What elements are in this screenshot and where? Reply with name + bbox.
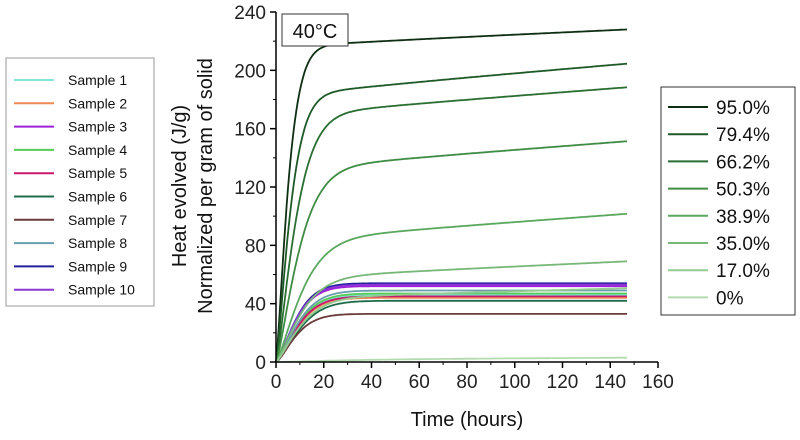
percent-curve — [275, 140, 628, 363]
legend-left-label: Sample 10 — [68, 282, 135, 298]
legend-left-label: Sample 9 — [68, 258, 127, 274]
y-tick-label: 40 — [245, 295, 266, 316]
percent-curve — [275, 86, 628, 363]
left-legend-frame — [5, 57, 155, 307]
sample-curve — [275, 313, 627, 363]
legend-right-label: 66.2% — [716, 152, 770, 173]
right-legend: 95.0% 79.4% 66.2% 50.3% 38.9% 35.0% 17.0% 0% — [660, 86, 796, 316]
sample-curve — [275, 282, 627, 363]
sample-curve — [275, 296, 627, 363]
x-tick-label: 60 — [409, 372, 430, 393]
sample-curve — [275, 299, 627, 363]
legend-left-label: Sample 4 — [68, 142, 127, 158]
annotation-box: 40°C — [281, 13, 349, 47]
left-legend: Sample 1 Sample 2 Sample 3 Sample 4 Sample 5… — [5, 57, 155, 307]
x-tick-label: 140 — [594, 372, 626, 393]
x-axis-title: Time (hours) — [411, 409, 524, 431]
y-tick-label: 160 — [234, 120, 266, 141]
sample-curve — [275, 295, 627, 363]
y-tick-label: 240 — [234, 3, 266, 24]
annotation-frame — [281, 13, 349, 47]
legend-right-label: 35.0% — [716, 234, 770, 255]
legend-left-label: Sample 8 — [68, 235, 127, 251]
legend-left-label: Sample 6 — [68, 189, 127, 205]
percent-curve — [276, 356, 627, 363]
y-axis-title-line2: Normalized per gram of solid — [195, 58, 217, 314]
sample-curve — [275, 283, 627, 363]
legend-left-label: Sample 5 — [68, 165, 127, 181]
legend-left-label: Sample 2 — [68, 95, 127, 111]
x-tick-label: 0 — [271, 372, 282, 393]
axes: 0 20 40 60 80 100 120 140 160 0 40 80 120 160 200 240 — [234, 3, 674, 393]
y-tick-label: 0 — [255, 353, 266, 374]
annotation-label: 40°C — [293, 21, 338, 43]
y-axis-title-line1: Heat evolved (J/g) — [169, 105, 191, 267]
x-tick-label: 120 — [547, 372, 579, 393]
legend-left-label: Sample 1 — [68, 72, 127, 88]
right-legend-frame — [660, 86, 796, 316]
legend-right-label: 79.4% — [716, 125, 770, 146]
percent-curve — [275, 62, 628, 363]
x-tick-label: 100 — [499, 372, 531, 393]
legend-left-label: Sample 7 — [68, 212, 127, 228]
percent-curve — [275, 260, 628, 363]
legend-right-label: 50.3% — [716, 180, 770, 201]
y-ticks: 0 40 80 120 160 200 240 — [234, 3, 276, 374]
x-ticks: 0 20 40 60 80 100 120 140 160 — [271, 362, 674, 393]
x-tick-label: 40 — [361, 372, 382, 393]
percent-curve — [275, 287, 627, 363]
legend-right-label: 95.0% — [716, 98, 770, 119]
legend-right-label: 38.9% — [716, 207, 770, 228]
legend-left-label: Sample 3 — [68, 119, 127, 135]
percent-curve — [275, 212, 628, 363]
y-tick-label: 80 — [245, 236, 266, 257]
y-tick-label: 200 — [234, 61, 266, 82]
legend-right-label: 0% — [716, 288, 744, 309]
y-tick-label: 120 — [234, 178, 266, 199]
x-tick-label: 80 — [456, 372, 477, 393]
x-tick-label: 20 — [313, 372, 334, 393]
series-curves — [275, 28, 628, 363]
sample-curve — [275, 285, 627, 363]
x-tick-label: 160 — [642, 372, 674, 393]
legend-right-label: 17.0% — [716, 261, 770, 282]
sample-curve — [275, 294, 627, 363]
